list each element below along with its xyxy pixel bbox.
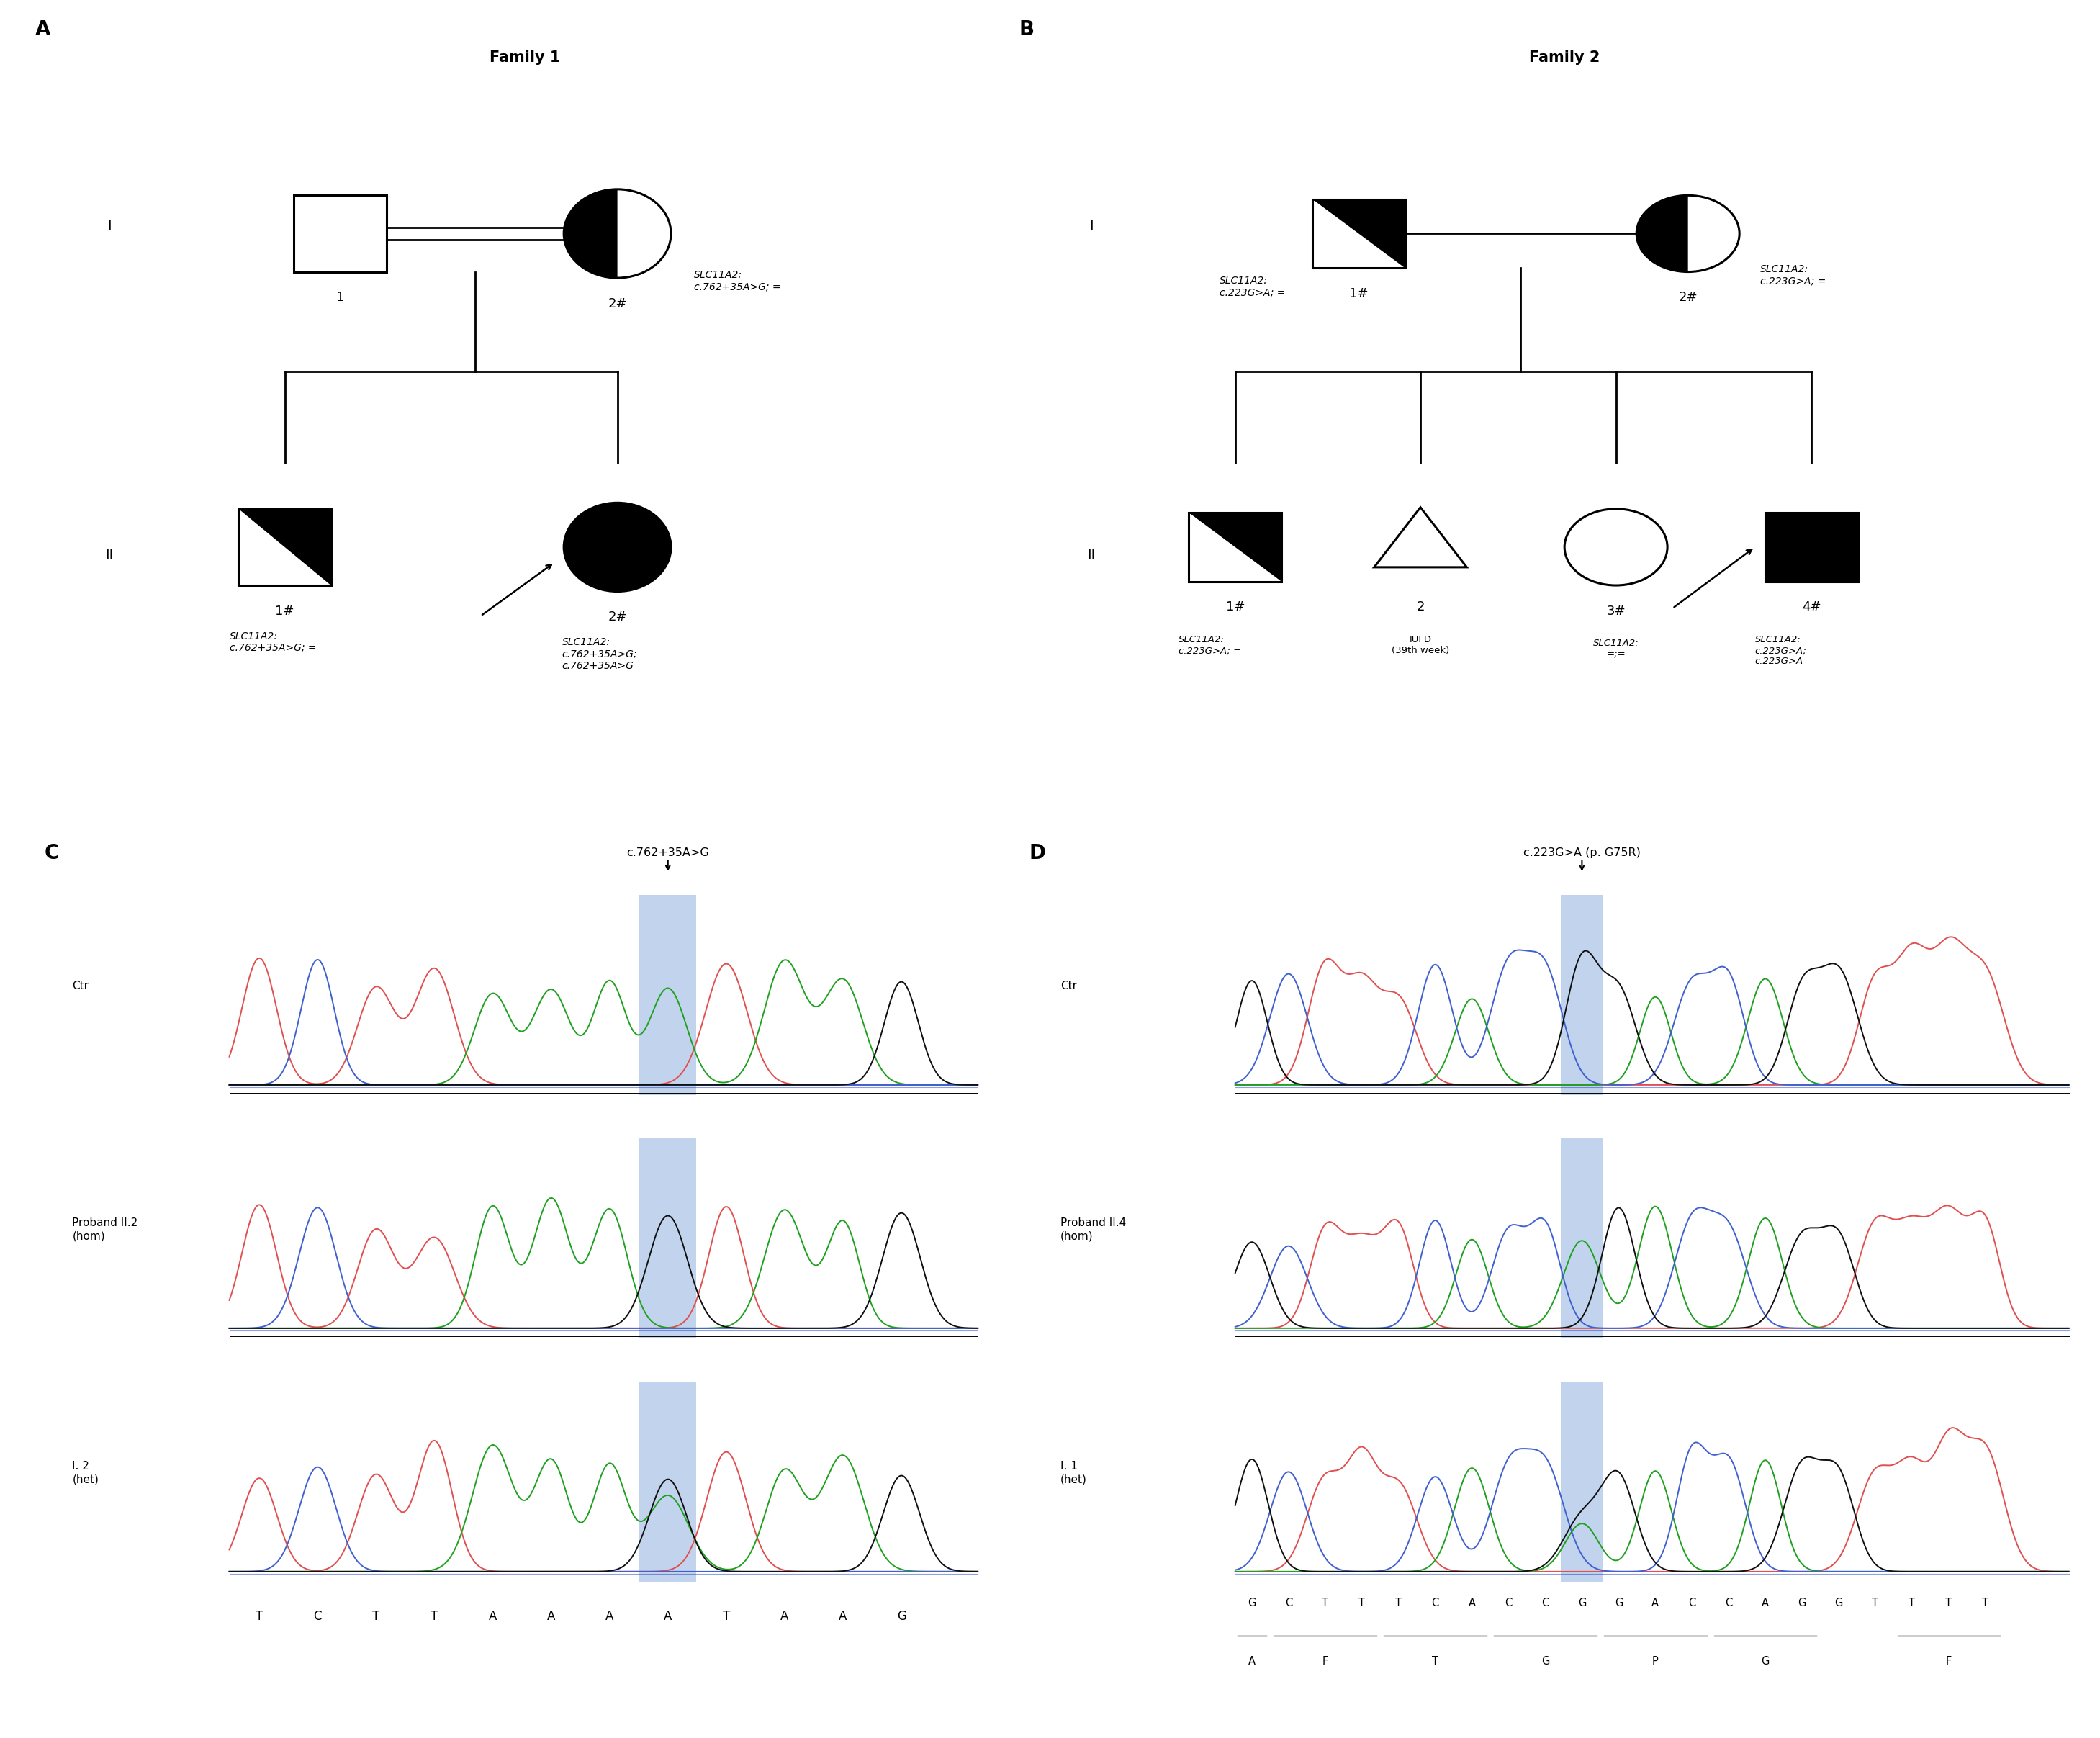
Circle shape bbox=[1636, 195, 1739, 271]
Polygon shape bbox=[1189, 513, 1281, 582]
Text: A: A bbox=[605, 1609, 613, 1623]
Text: G: G bbox=[1541, 1656, 1550, 1667]
Text: SLC11A2:
=;=: SLC11A2: =;= bbox=[1594, 640, 1638, 659]
Text: T: T bbox=[1394, 1597, 1403, 1609]
Text: Ctr: Ctr bbox=[1060, 980, 1077, 992]
Text: B: B bbox=[1018, 19, 1035, 40]
Text: c.223G>A (p. G75R): c.223G>A (p. G75R) bbox=[1522, 848, 1640, 859]
Text: T: T bbox=[1909, 1597, 1915, 1609]
Text: T: T bbox=[1871, 1597, 1880, 1609]
Text: D: D bbox=[1029, 843, 1046, 864]
Polygon shape bbox=[1373, 507, 1466, 567]
Text: c.762+35A>G: c.762+35A>G bbox=[626, 848, 710, 859]
Text: 3#: 3# bbox=[1607, 605, 1625, 617]
Text: SLC11A2:
c.223G>A; =: SLC11A2: c.223G>A; = bbox=[1220, 276, 1285, 297]
Text: T: T bbox=[430, 1609, 439, 1623]
Text: G: G bbox=[1762, 1656, 1770, 1667]
Text: A: A bbox=[36, 19, 50, 40]
Text: A: A bbox=[1247, 1656, 1256, 1667]
Text: C: C bbox=[313, 1609, 321, 1623]
Text: II: II bbox=[1088, 547, 1096, 561]
Text: 4#: 4# bbox=[1802, 601, 1821, 614]
Text: T: T bbox=[1323, 1597, 1329, 1609]
Text: C: C bbox=[1432, 1597, 1439, 1609]
Circle shape bbox=[1564, 509, 1667, 586]
Text: T: T bbox=[722, 1609, 731, 1623]
Text: G: G bbox=[897, 1609, 905, 1623]
Text: A: A bbox=[838, 1609, 846, 1623]
Text: SLC11A2:
c.223G>A; =: SLC11A2: c.223G>A; = bbox=[1178, 634, 1241, 655]
Circle shape bbox=[563, 502, 672, 591]
Bar bbox=[640, 1138, 697, 1338]
Text: G: G bbox=[1835, 1597, 1844, 1609]
Text: Family 1: Family 1 bbox=[489, 50, 561, 64]
Text: Proband II.2
(hom): Proband II.2 (hom) bbox=[71, 1218, 139, 1241]
Text: T: T bbox=[256, 1609, 262, 1623]
Bar bbox=[1560, 895, 1602, 1095]
Text: T: T bbox=[1982, 1597, 1989, 1609]
Text: T: T bbox=[372, 1609, 380, 1623]
Text: 2#: 2# bbox=[1678, 290, 1697, 304]
Text: C: C bbox=[1724, 1597, 1733, 1609]
Polygon shape bbox=[1312, 200, 1405, 268]
Text: 1: 1 bbox=[336, 290, 344, 304]
Circle shape bbox=[563, 189, 672, 278]
Text: C: C bbox=[44, 843, 59, 864]
Wedge shape bbox=[563, 189, 617, 278]
Bar bbox=[294, 195, 386, 271]
Text: A: A bbox=[781, 1609, 790, 1623]
Polygon shape bbox=[239, 509, 332, 586]
Text: F: F bbox=[1947, 1656, 1951, 1667]
Text: A: A bbox=[1653, 1597, 1659, 1609]
Text: F: F bbox=[1323, 1656, 1327, 1667]
Wedge shape bbox=[1636, 195, 1688, 271]
Text: C: C bbox=[1688, 1597, 1695, 1609]
Text: I. 1
(het): I. 1 (het) bbox=[1060, 1462, 1088, 1484]
Bar bbox=[1312, 200, 1405, 268]
Text: G: G bbox=[1615, 1597, 1623, 1609]
Text: A: A bbox=[548, 1609, 554, 1623]
Text: C: C bbox=[1285, 1597, 1292, 1609]
Text: C: C bbox=[1541, 1597, 1550, 1609]
Text: I: I bbox=[107, 219, 111, 233]
Text: A: A bbox=[1762, 1597, 1768, 1609]
Text: 1#: 1# bbox=[1348, 287, 1369, 301]
Bar bbox=[1766, 513, 1858, 582]
Bar bbox=[1189, 513, 1281, 582]
Text: T: T bbox=[1945, 1597, 1951, 1609]
Text: C: C bbox=[1506, 1597, 1512, 1609]
Text: 1#: 1# bbox=[275, 605, 294, 617]
Text: 2#: 2# bbox=[607, 297, 628, 309]
Text: SLC11A2:
c.762+35A>G; =: SLC11A2: c.762+35A>G; = bbox=[695, 271, 781, 292]
Text: T: T bbox=[1359, 1597, 1365, 1609]
Text: G: G bbox=[1247, 1597, 1256, 1609]
Text: A: A bbox=[664, 1609, 672, 1623]
Bar bbox=[640, 895, 697, 1095]
Bar bbox=[1560, 1138, 1602, 1338]
Text: II: II bbox=[105, 547, 113, 561]
Text: SLC11A2:
c.762+35A>G; =: SLC11A2: c.762+35A>G; = bbox=[229, 631, 317, 653]
Text: G: G bbox=[1798, 1597, 1806, 1609]
Text: Proband II.4
(hom): Proband II.4 (hom) bbox=[1060, 1218, 1126, 1241]
Text: SLC11A2:
c.223G>A;
c.223G>A: SLC11A2: c.223G>A; c.223G>A bbox=[1756, 634, 1806, 666]
Bar bbox=[640, 1382, 697, 1582]
Text: IUFD
(39th week): IUFD (39th week) bbox=[1392, 634, 1449, 655]
Text: Ctr: Ctr bbox=[71, 980, 88, 992]
Text: 2: 2 bbox=[1415, 601, 1424, 614]
Text: 1#: 1# bbox=[1226, 601, 1245, 614]
Text: A: A bbox=[489, 1609, 498, 1623]
Text: A: A bbox=[1468, 1597, 1476, 1609]
Text: I. 2
(het): I. 2 (het) bbox=[71, 1462, 99, 1484]
Bar bbox=[239, 509, 332, 586]
Text: SLC11A2:
c.223G>A; =: SLC11A2: c.223G>A; = bbox=[1760, 264, 1825, 287]
Text: T: T bbox=[1432, 1656, 1439, 1667]
Bar bbox=[1560, 1382, 1602, 1582]
Text: 2#: 2# bbox=[607, 610, 628, 624]
Text: Family 2: Family 2 bbox=[1529, 50, 1600, 64]
Text: G: G bbox=[1577, 1597, 1586, 1609]
Text: SLC11A2:
c.762+35A>G;
c.762+35A>G: SLC11A2: c.762+35A>G; c.762+35A>G bbox=[563, 638, 636, 671]
Text: I: I bbox=[1090, 219, 1094, 233]
Text: P: P bbox=[1653, 1656, 1659, 1667]
